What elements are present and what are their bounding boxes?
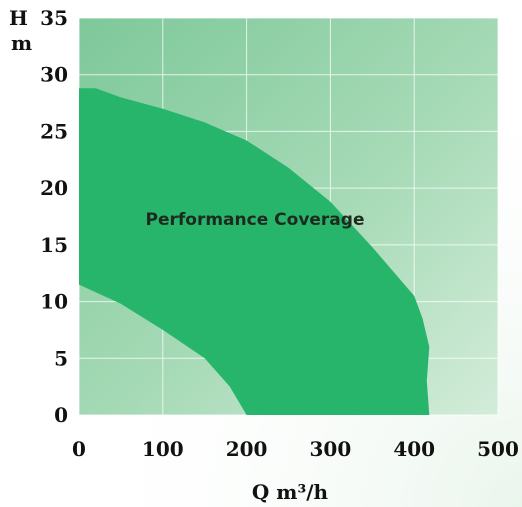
y-tick-label: 20 xyxy=(40,176,68,200)
x-tick-label: 500 xyxy=(477,437,519,461)
x-axis-label: Q m³/h xyxy=(252,480,329,504)
coverage-region xyxy=(79,88,430,416)
y-tick-label: 0 xyxy=(54,403,68,427)
x-tick-label: 100 xyxy=(142,437,184,461)
y-tick-label: 15 xyxy=(40,233,68,257)
y-tick-label: 35 xyxy=(40,6,68,30)
y-tick-label: 10 xyxy=(40,290,68,314)
x-tick-label: 200 xyxy=(226,437,268,461)
y-tick-label: 5 xyxy=(54,346,68,370)
x-tick-labels: 0 100 200 300 400 500 xyxy=(72,437,519,461)
y-axis-label-h: H xyxy=(9,6,28,30)
x-tick-label: 300 xyxy=(310,437,352,461)
region-label: Performance Coverage xyxy=(146,210,365,230)
y-tick-label: 30 xyxy=(40,63,68,87)
x-tick-label: 0 xyxy=(72,437,86,461)
y-tick-labels: 0 5 10 15 20 25 30 35 xyxy=(40,6,68,427)
y-tick-label: 25 xyxy=(40,119,68,143)
y-axis-unit: m xyxy=(11,31,32,55)
x-tick-label: 400 xyxy=(393,437,435,461)
